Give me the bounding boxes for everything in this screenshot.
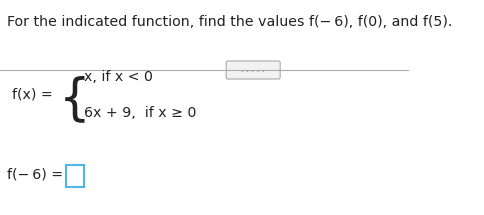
Text: {: { (59, 75, 91, 123)
Text: x, if x < 0: x, if x < 0 (84, 70, 153, 84)
Text: For the indicated function, find the values f(− 6), f(0), and f(5).: For the indicated function, find the val… (7, 15, 451, 29)
Text: f(− 6) =: f(− 6) = (7, 168, 63, 182)
Text: f(x) =: f(x) = (12, 88, 52, 102)
FancyBboxPatch shape (66, 165, 84, 187)
Text: . . . . .: . . . . . (241, 66, 264, 75)
FancyBboxPatch shape (226, 61, 280, 79)
Text: 6x + 9,  if x ≥ 0: 6x + 9, if x ≥ 0 (84, 106, 197, 120)
